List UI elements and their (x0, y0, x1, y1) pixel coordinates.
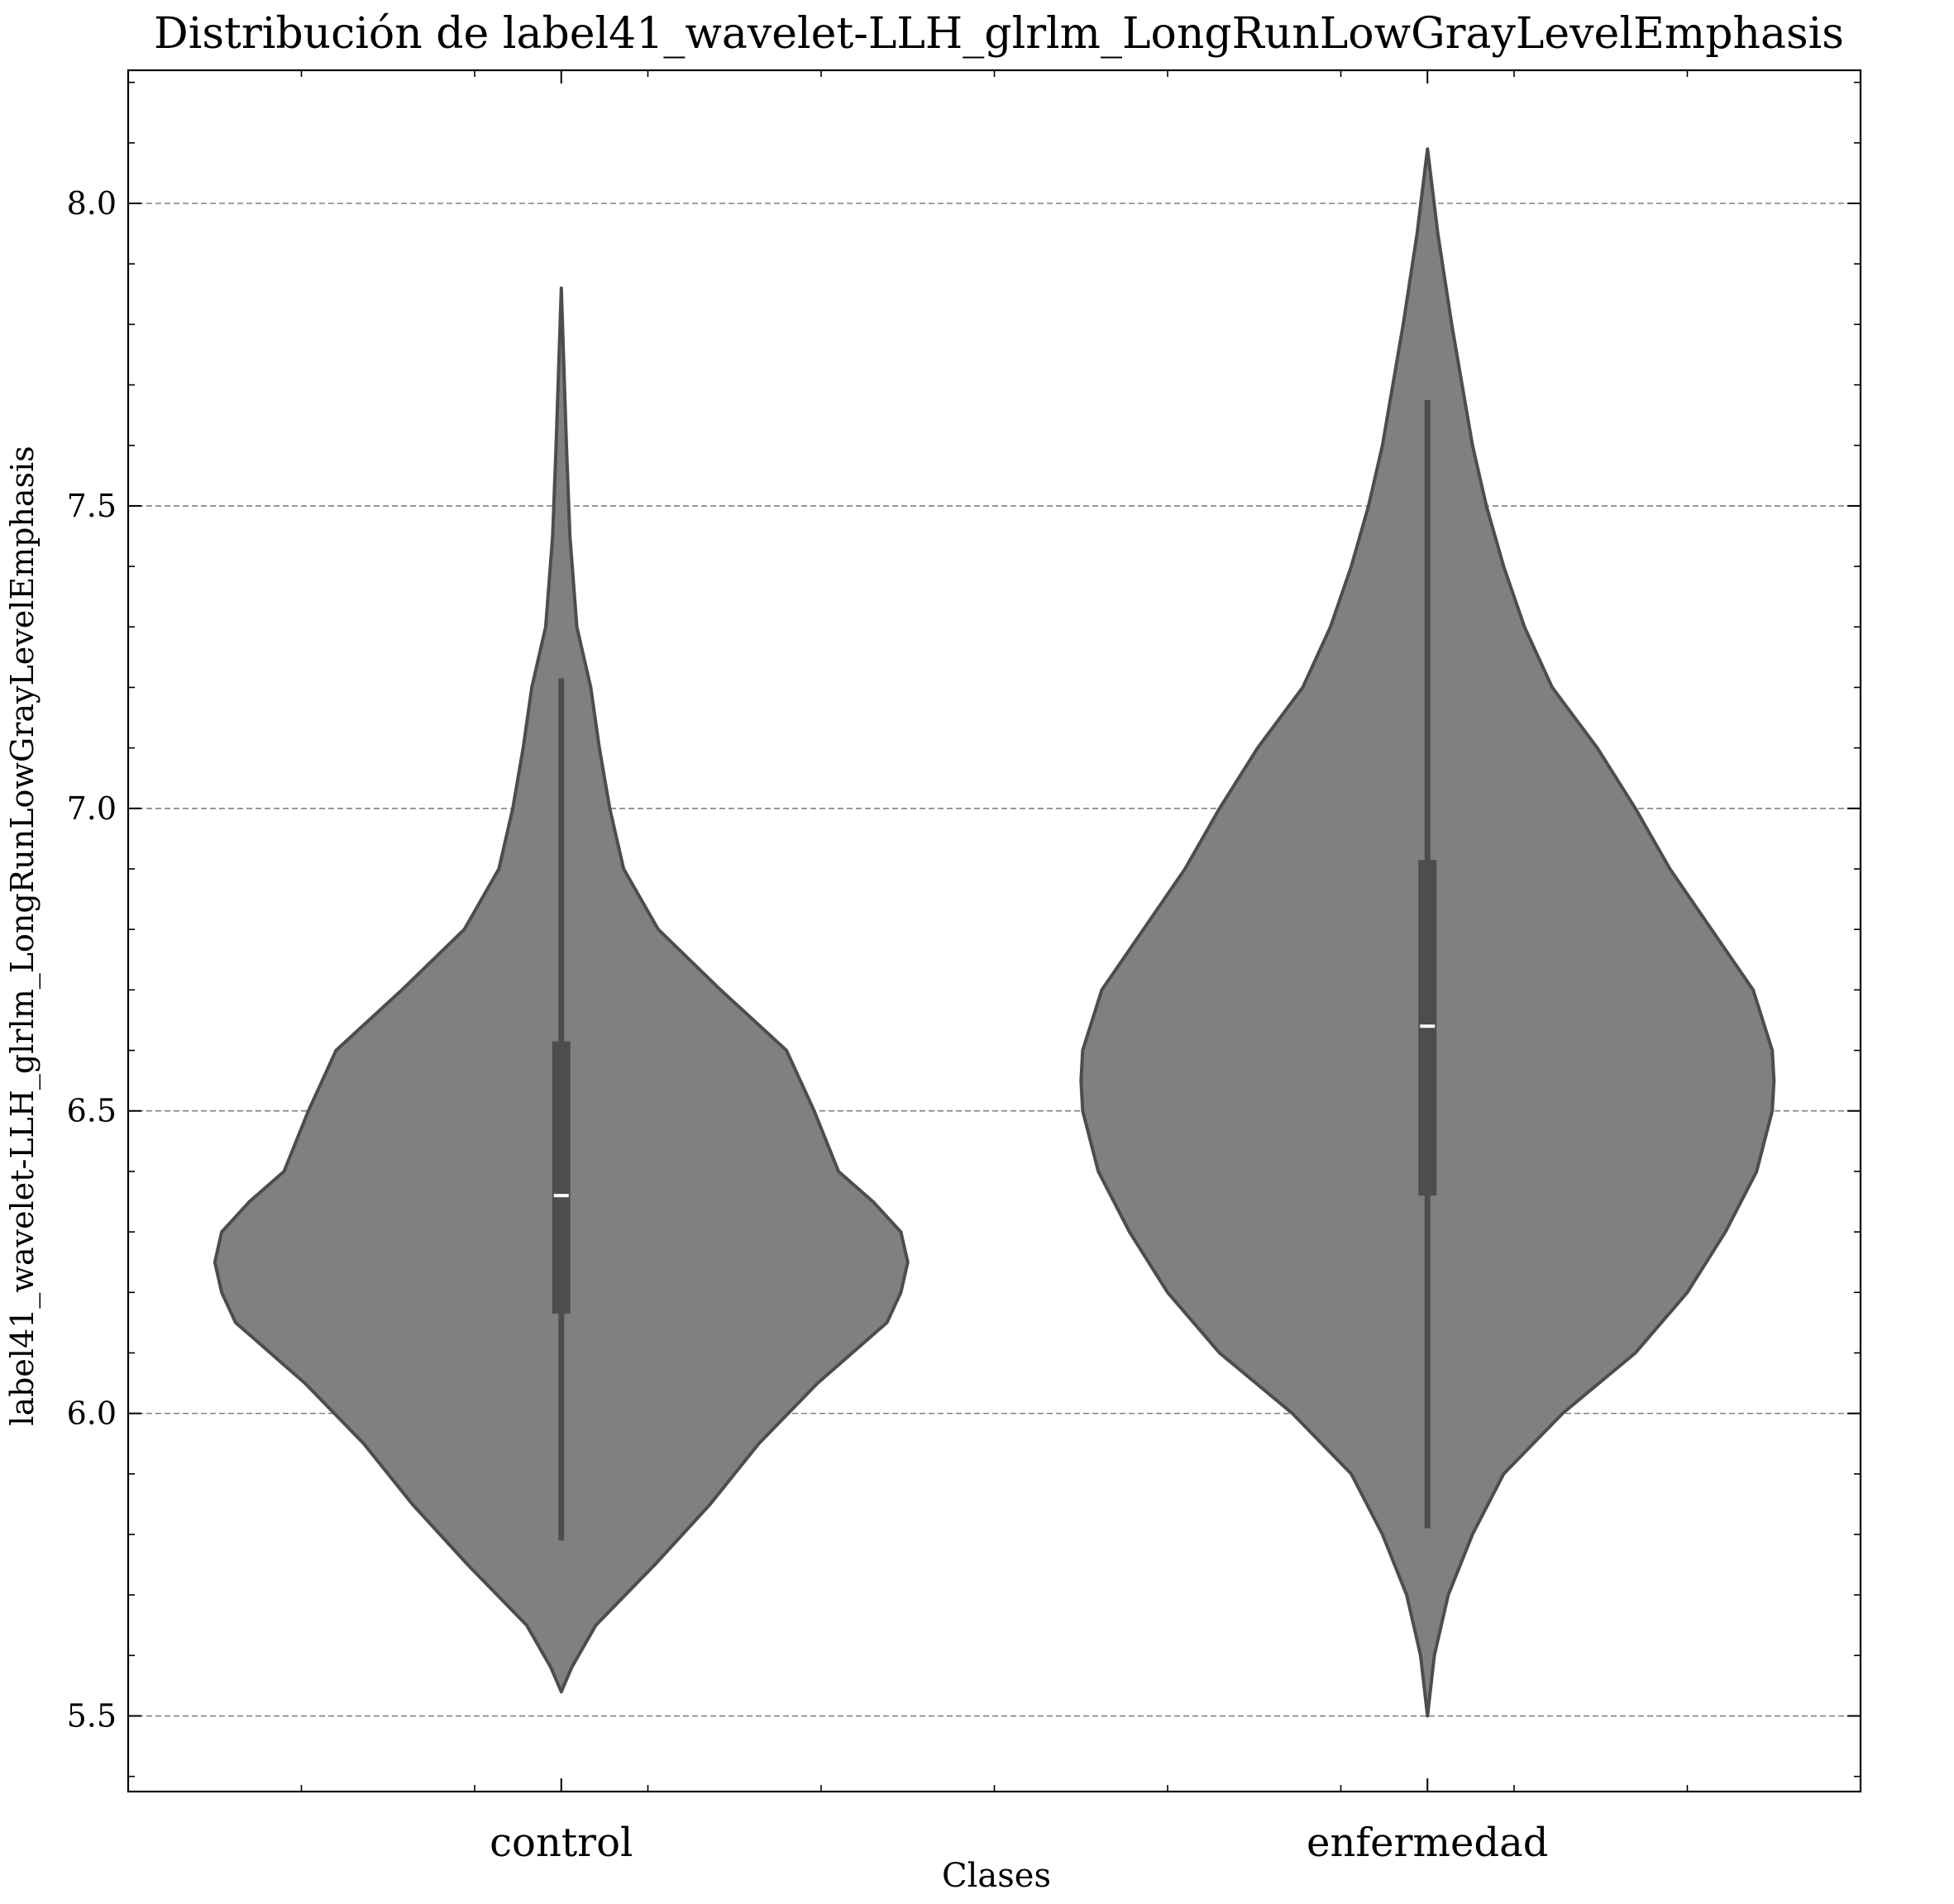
ticks: 5.5 6.0 6.5 7.0 7.5 8.0 control enfermedad (67, 70, 1861, 1866)
y-tick-label: 8.0 (67, 185, 117, 222)
violins (213, 147, 1776, 1718)
y-tick-label: 6.5 (67, 1093, 117, 1129)
y-axis-label: label41_wavelet-LLH_glrlm_LongRunLowGray… (4, 446, 41, 1425)
y-tick-label: 6.0 (67, 1396, 117, 1432)
iqr-box-control (552, 1041, 571, 1314)
y-tick-label: 7.0 (67, 790, 117, 827)
y-tick-label: 5.5 (67, 1698, 117, 1735)
x-axis-label: Clases (942, 1857, 1051, 1895)
grid-lines (128, 203, 1861, 1717)
y-tick-label: 7.5 (67, 488, 117, 524)
x-tick-label: control (490, 1820, 633, 1866)
x-tick-label: enfermedad (1307, 1820, 1548, 1866)
chart-title: Distribución de label41_wavelet-LLH_glrl… (154, 9, 1844, 59)
